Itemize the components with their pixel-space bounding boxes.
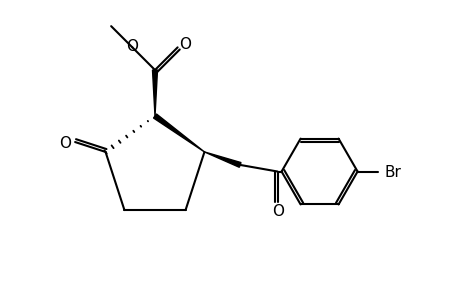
Text: Br: Br: [384, 165, 401, 180]
Text: O: O: [178, 37, 190, 52]
Text: O: O: [59, 136, 71, 151]
Polygon shape: [153, 114, 204, 152]
Text: O: O: [126, 39, 138, 54]
Polygon shape: [152, 70, 157, 116]
Text: O: O: [272, 204, 284, 219]
Polygon shape: [204, 152, 241, 167]
